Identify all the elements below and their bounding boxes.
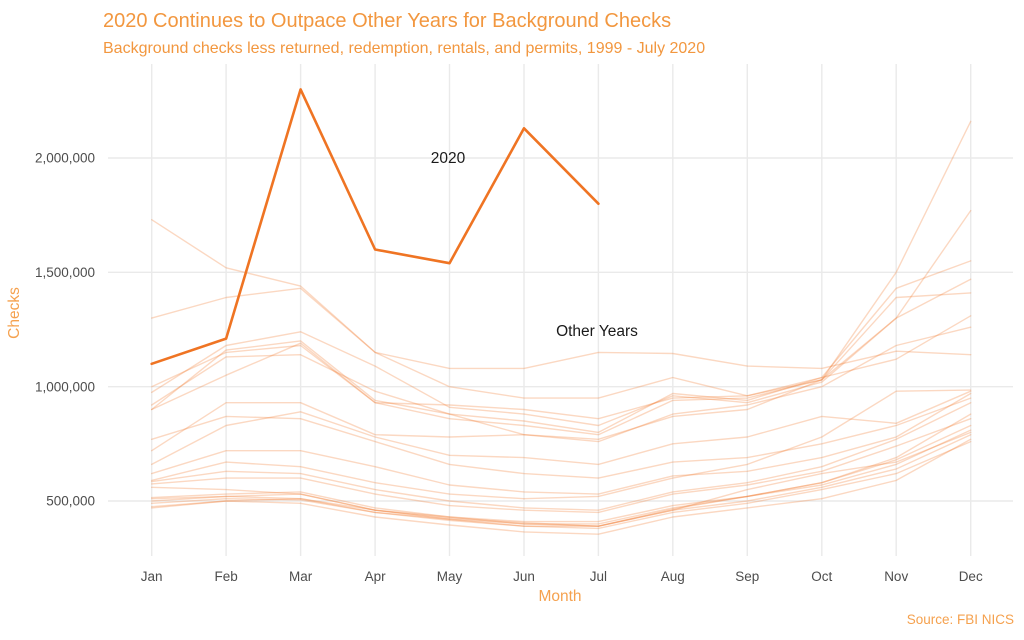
year-line-2020-highlight xyxy=(150,88,600,366)
y-tick-label: 1,500,000 xyxy=(35,265,95,280)
y-tick-label: 1,000,000 xyxy=(35,379,95,394)
year-line-2012 xyxy=(150,120,972,452)
x-tick-label: Jul xyxy=(590,569,607,584)
grid-layer xyxy=(108,64,1013,556)
year-line-2005 xyxy=(150,424,972,523)
year-line-2008 xyxy=(150,389,972,500)
x-tick-label: Sep xyxy=(735,569,759,584)
y-tick-label: 2,000,000 xyxy=(35,151,95,166)
x-tick-label: Jun xyxy=(513,569,535,584)
chart-subtitle: Background checks less returned, redempt… xyxy=(103,40,705,57)
year-line-2007 xyxy=(150,402,972,511)
year-line-2017 xyxy=(150,292,972,420)
year-line-2019 xyxy=(150,260,972,434)
year-line-2003 xyxy=(150,434,972,527)
year-line-2006 xyxy=(150,418,972,514)
annotation-other-years: Other Years xyxy=(556,323,638,340)
y-tick-label: 500,000 xyxy=(46,494,95,509)
year-line-2013 xyxy=(150,218,972,399)
x-tick-label: May xyxy=(437,569,463,584)
line-2020-layer xyxy=(150,88,600,366)
year-line-2015 xyxy=(150,209,972,436)
x-tick-label: Dec xyxy=(959,569,983,584)
year-line-2002 xyxy=(150,440,972,530)
x-tick-label: Feb xyxy=(214,569,237,584)
axis-tick-labels: 500,000 1,000,000 1,500,000 2,000,000 Jan Feb… xyxy=(35,151,983,584)
year-line-2016 xyxy=(150,287,972,370)
chart-title: 2020 Continues to Outpace Other Years fo… xyxy=(103,10,671,32)
other-years-lines xyxy=(150,120,972,535)
year-line-2004 xyxy=(150,429,972,525)
year-line-2018 xyxy=(150,278,972,427)
year-line-1999 xyxy=(150,413,972,527)
x-tick-label: Oct xyxy=(811,569,832,584)
year-line-2014 xyxy=(150,326,972,443)
x-tick-label: Mar xyxy=(289,569,313,584)
x-tick-label: Jan xyxy=(141,569,163,584)
year-line-2000 xyxy=(150,438,972,535)
x-tick-label: Apr xyxy=(365,569,387,584)
x-axis-title: Month xyxy=(538,588,581,605)
year-line-2010 xyxy=(150,392,972,495)
year-line-2001 xyxy=(150,431,972,527)
y-axis-title: Checks xyxy=(6,287,23,339)
x-tick-label: Aug xyxy=(661,569,685,584)
annotation-2020: 2020 xyxy=(431,150,466,167)
year-line-2009 xyxy=(150,397,972,479)
source-caption: Source: FBI NICS xyxy=(907,612,1014,627)
year-line-2011 xyxy=(150,390,972,466)
x-tick-label: Nov xyxy=(884,569,908,584)
